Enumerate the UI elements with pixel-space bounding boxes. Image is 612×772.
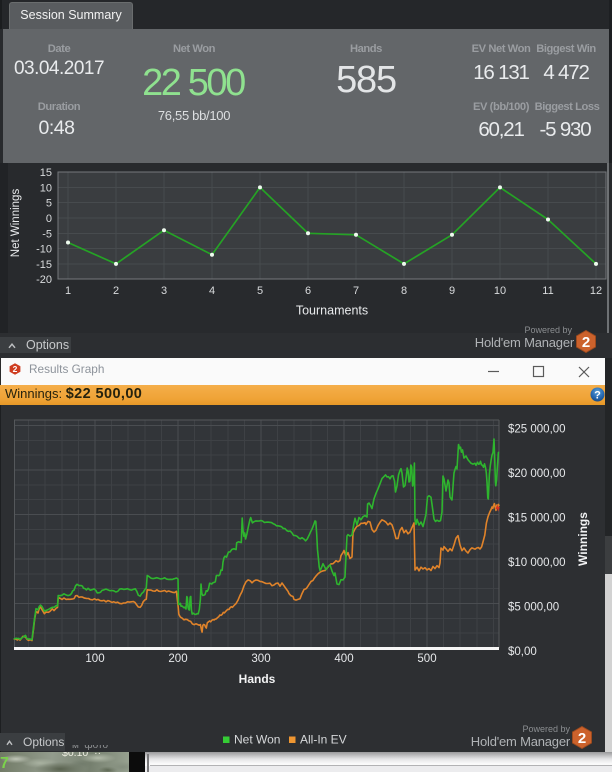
svg-text:Hands: Hands [239, 672, 276, 686]
svg-text:2: 2 [13, 364, 18, 374]
svg-text:5: 5 [257, 285, 263, 297]
svg-text:10: 10 [494, 285, 506, 297]
svg-text:$5 000,00: $5 000,00 [508, 602, 559, 614]
svg-text:10: 10 [40, 182, 52, 194]
svg-text:$10 000,00: $10 000,00 [508, 557, 566, 569]
svg-text:2: 2 [578, 730, 586, 747]
svg-text:4: 4 [209, 285, 215, 297]
svg-text:Winnings: Winnings [576, 512, 590, 566]
svg-text:8: 8 [401, 285, 407, 297]
svg-text:$0,00: $0,00 [508, 646, 537, 658]
svg-text:All-In EV: All-In EV [300, 733, 347, 747]
svg-text:400: 400 [334, 653, 353, 665]
svg-text:500: 500 [417, 653, 436, 665]
svg-text:2: 2 [113, 285, 119, 297]
svg-text:0: 0 [46, 213, 52, 225]
svg-text:200: 200 [168, 653, 187, 665]
svg-text:Net Won: Net Won [234, 733, 280, 747]
svg-text:-15: -15 [36, 259, 52, 271]
svg-text:3: 3 [161, 285, 167, 297]
svg-text:-10: -10 [36, 244, 52, 256]
svg-text:100: 100 [85, 653, 104, 665]
svg-text:-5: -5 [42, 228, 52, 240]
svg-text:9: 9 [449, 285, 455, 297]
svg-text:300: 300 [251, 653, 270, 665]
svg-text:1: 1 [65, 285, 71, 297]
svg-text:Tournaments: Tournaments [296, 304, 368, 318]
svg-text:-20: -20 [36, 274, 52, 286]
svg-text:$20 000,00: $20 000,00 [508, 468, 566, 480]
svg-text:11: 11 [542, 285, 553, 297]
svg-text:12: 12 [590, 285, 602, 297]
svg-text:5: 5 [46, 198, 52, 210]
svg-text:15: 15 [40, 167, 52, 179]
svg-text:7: 7 [353, 285, 359, 297]
svg-text:2: 2 [582, 334, 590, 351]
svg-text:$25 000,00: $25 000,00 [508, 424, 566, 436]
svg-text:$15 000,00: $15 000,00 [508, 513, 566, 525]
svg-text:?: ? [594, 390, 601, 402]
svg-text:6: 6 [305, 285, 311, 297]
svg-text:Net Winnings: Net Winnings [10, 189, 22, 258]
